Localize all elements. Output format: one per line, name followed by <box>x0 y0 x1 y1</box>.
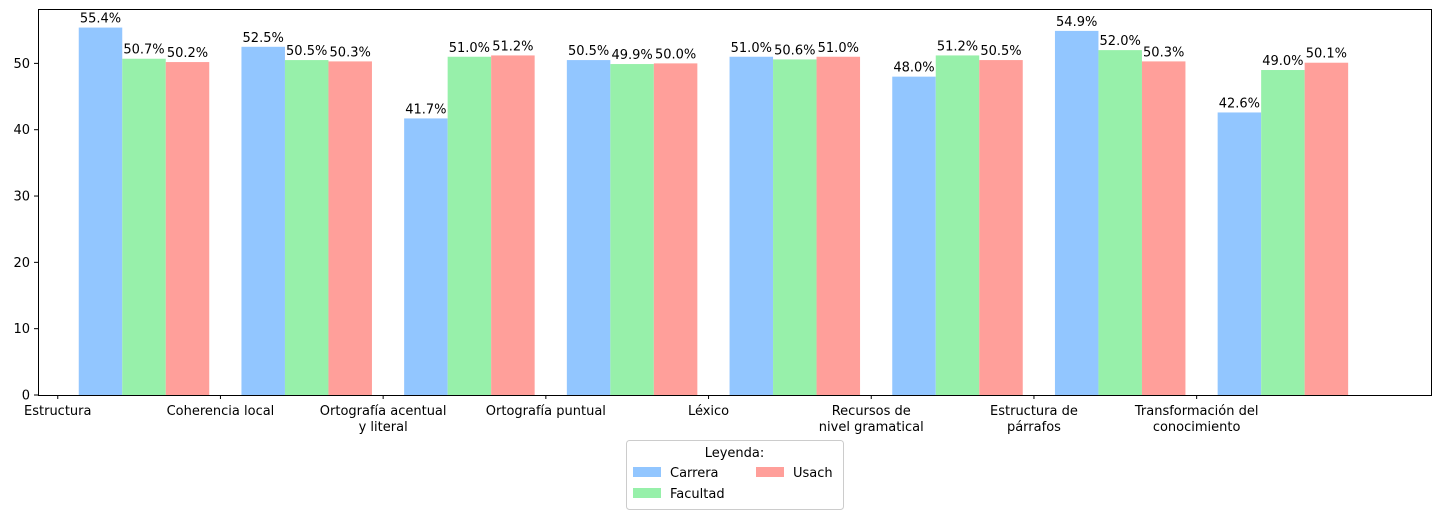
bar-usach-3 <box>653 63 698 395</box>
y-tick-label-50: 50 <box>13 57 30 72</box>
x-tick-label-3: Ortografía puntual <box>486 404 606 419</box>
bar-usach-5 <box>979 60 1023 395</box>
bar-usach-2 <box>491 55 535 396</box>
legend-swatch-usach <box>756 467 784 477</box>
data-label-carrera-1: 52.5% <box>243 31 284 46</box>
bar-usach-6 <box>1141 61 1186 396</box>
data-label-usach-1: 50.3% <box>330 45 371 60</box>
data-label-usach-4: 51.0% <box>818 41 859 56</box>
data-label-usach-3: 50.0% <box>655 47 696 62</box>
bar-facultad-0 <box>122 58 166 396</box>
bar-carrera-4 <box>729 56 774 395</box>
data-label-usach-6: 50.3% <box>1143 45 1184 60</box>
y-axis: 0 10 20 30 40 50 <box>13 57 38 404</box>
data-label-carrera-4: 51.0% <box>731 41 772 56</box>
y-tick-label-0: 0 <box>22 389 30 404</box>
data-label-facultad-4: 50.6% <box>774 43 815 58</box>
data-label-carrera-6: 54.9% <box>1056 15 1097 30</box>
legend: Leyenda: Carrera Facultad Usach <box>626 440 844 510</box>
bar-carrera-2 <box>404 118 448 396</box>
data-label-facultad-2: 51.0% <box>449 41 490 56</box>
bar-facultad-7 <box>1261 70 1305 396</box>
legend-box <box>626 440 844 510</box>
bar-facultad-4 <box>773 59 817 395</box>
legend-label-usach: Usach <box>793 466 833 481</box>
data-label-usach-0: 50.2% <box>167 46 208 61</box>
bar-carrera-0 <box>78 27 123 395</box>
bar-usach-4 <box>816 56 861 395</box>
data-label-usach-5: 50.5% <box>980 44 1021 59</box>
x-tick-label-2: Ortografía acentual y literal <box>320 404 447 435</box>
x-axis: Estructura Coherencia local Ortografía ace… <box>24 395 1258 435</box>
data-label-facultad-5: 51.2% <box>937 39 978 54</box>
data-label-facultad-0: 50.7% <box>123 43 164 58</box>
bar-facultad-1 <box>284 60 329 395</box>
data-label-carrera-7: 42.6% <box>1219 96 1260 111</box>
bar-usach-0 <box>165 62 210 396</box>
data-label-carrera-3: 50.5% <box>568 44 609 59</box>
bar-usach-7 <box>1304 62 1349 395</box>
bar-facultad-6 <box>1098 50 1142 396</box>
y-tick-label-40: 40 <box>13 123 30 138</box>
legend-title: Leyenda: <box>705 446 765 461</box>
y-tick-label-10: 10 <box>13 322 30 337</box>
x-tick-label-1: Coherencia local <box>167 404 275 419</box>
bars <box>78 27 1349 396</box>
y-tick-label-20: 20 <box>13 256 30 271</box>
bar-facultad-5 <box>935 55 980 396</box>
x-tick-label-0: Estructura <box>24 404 91 419</box>
x-tick-label-7: Transformación del conocimiento <box>1134 404 1259 435</box>
bar-facultad-3 <box>610 64 654 396</box>
bar-carrera-7 <box>1217 112 1262 396</box>
bar-carrera-5 <box>892 76 936 396</box>
data-label-carrera-5: 48.0% <box>893 61 934 76</box>
bar-usach-1 <box>328 61 372 396</box>
x-tick-label-5: Recursos de nivel gramatical <box>819 404 924 435</box>
data-label-carrera-2: 41.7% <box>405 102 446 117</box>
legend-swatch-carrera <box>633 467 661 477</box>
data-label-facultad-6: 52.0% <box>1100 34 1141 49</box>
plot-frame <box>38 9 1432 396</box>
data-label-facultad-7: 49.0% <box>1262 54 1303 69</box>
x-tick-label-6: Estructura de párrafos <box>990 404 1078 435</box>
data-label-usach-7: 50.1% <box>1306 47 1347 62</box>
y-tick-label-30: 30 <box>13 190 30 205</box>
data-label-usach-2: 51.2% <box>492 39 533 54</box>
bar-facultad-2 <box>447 56 492 395</box>
legend-label-carrera: Carrera <box>670 466 719 481</box>
bar-carrera-1 <box>241 46 285 396</box>
bar-carrera-3 <box>566 60 611 395</box>
bar-carrera-6 <box>1054 30 1099 395</box>
x-tick-label-4: Léxico <box>688 404 729 419</box>
data-label-carrera-0: 55.4% <box>80 12 121 27</box>
data-label-facultad-3: 49.9% <box>611 48 652 63</box>
legend-swatch-facultad <box>633 488 661 498</box>
data-labels: 55.4%50.7% 50.2%52.5%50.5% 50.3%41.7%51.0%… <box>80 12 1347 118</box>
data-label-facultad-1: 50.5% <box>286 44 327 59</box>
legend-label-facultad: Facultad <box>670 487 725 502</box>
